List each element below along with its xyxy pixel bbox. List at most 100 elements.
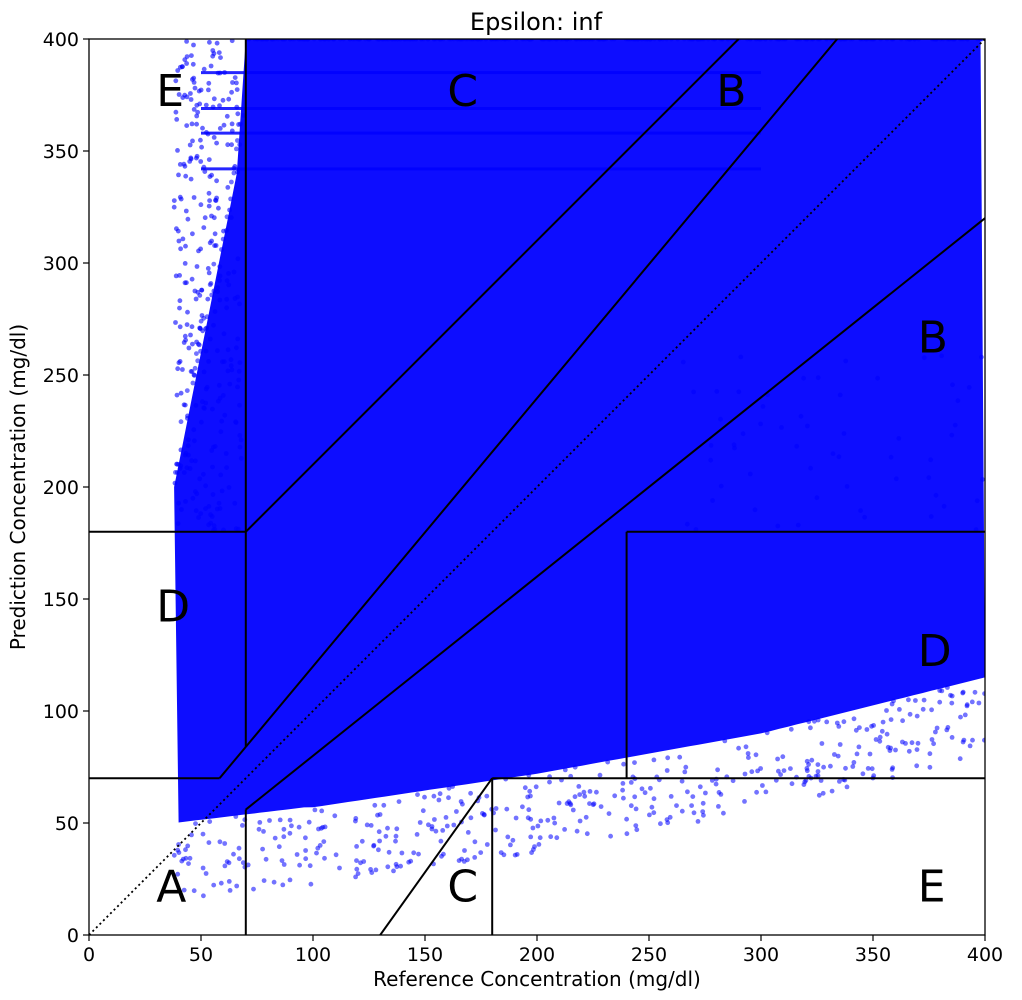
scatter-point <box>746 755 751 760</box>
scatter-point <box>818 778 824 783</box>
scatter-point <box>651 796 657 802</box>
scatter-point <box>880 719 886 725</box>
scatter-point <box>199 144 205 150</box>
scatter-point <box>512 852 518 858</box>
scatter-point <box>478 850 484 855</box>
zone-line <box>218 746 247 779</box>
scatter-point <box>224 296 230 302</box>
scatter-point <box>206 203 212 209</box>
scatter-point <box>212 309 218 314</box>
y-tick-label: 50 <box>55 813 79 835</box>
scatter-point <box>225 347 231 353</box>
scatter-point <box>184 322 190 327</box>
scatter-point <box>674 803 679 808</box>
zone-label-e: E <box>156 66 184 117</box>
scatter-point <box>194 102 200 108</box>
y-tick-label: 300 <box>43 253 79 275</box>
y-tick-label: 150 <box>43 589 79 611</box>
scatter-point <box>226 860 232 866</box>
scatter-point <box>206 87 211 93</box>
scatter-point <box>722 738 728 744</box>
scatter-point <box>183 499 188 504</box>
scatter-point <box>598 804 604 809</box>
scatter-point <box>665 755 671 761</box>
scatter-point <box>236 377 242 383</box>
scatter-point <box>914 747 920 752</box>
scatter-point <box>226 96 232 102</box>
scatter-point <box>444 823 450 829</box>
scatter-point <box>231 269 237 275</box>
scatter-point <box>217 103 222 109</box>
scatter-point <box>527 788 533 794</box>
x-axis-ticks: 0 50 100 150 200 250 300 350 400 <box>83 935 1003 966</box>
scatter-point <box>931 741 936 747</box>
scatter-point <box>648 785 653 791</box>
scatter-point <box>795 522 801 528</box>
scatter-point <box>280 882 286 888</box>
scatter-point <box>182 163 188 169</box>
scatter-point <box>815 762 821 767</box>
scatter-point <box>972 689 978 695</box>
scatter-point <box>970 737 975 743</box>
scatter-point <box>957 756 963 762</box>
scatter-point <box>194 113 200 119</box>
scatter-point <box>196 88 202 94</box>
scatter-point <box>211 51 217 56</box>
scatter-point <box>296 824 302 830</box>
scatter-point <box>628 803 634 809</box>
scatter-point <box>689 803 694 808</box>
scatter-point <box>411 850 417 856</box>
scatter-point <box>843 765 848 771</box>
scatter-point <box>218 55 223 60</box>
scatter-point <box>574 828 580 834</box>
scatter-point <box>196 341 201 347</box>
scatter-point <box>789 781 795 787</box>
scatter-point <box>181 887 187 893</box>
scatter-point <box>680 359 686 365</box>
scatter-point <box>621 795 626 801</box>
scatter-point <box>226 271 231 276</box>
scatter-point <box>745 751 751 756</box>
scatter-point <box>276 844 282 850</box>
scatter-point <box>177 298 183 304</box>
scatter-point <box>529 850 534 855</box>
scatter-point <box>858 508 863 513</box>
scatter-point <box>570 807 576 813</box>
scatter-density <box>174 39 985 823</box>
scatter-point <box>462 848 467 853</box>
scatter-point <box>217 506 223 511</box>
scatter-point <box>193 458 198 464</box>
scatter-point <box>691 810 697 816</box>
scatter-point <box>582 793 588 799</box>
scatter-point <box>172 480 178 486</box>
scatter-point <box>177 273 183 278</box>
scatter-point <box>713 781 719 787</box>
scatter-point <box>526 772 532 778</box>
scatter-point <box>843 358 849 364</box>
scatter-point <box>229 367 235 373</box>
scatter-point <box>211 215 217 221</box>
scatter-point <box>879 728 885 734</box>
scatter-point <box>184 280 189 286</box>
scatter-point <box>263 856 269 862</box>
scatter-point <box>198 348 203 354</box>
scatter-point <box>227 888 233 893</box>
scatter-point <box>236 856 242 862</box>
scatter-point <box>207 819 213 824</box>
scatter-point <box>277 817 283 823</box>
scatter-point <box>440 828 446 833</box>
zone-label-b: B <box>716 66 746 117</box>
scatter-point <box>213 197 218 203</box>
scatter-point <box>841 431 847 436</box>
scatter-point <box>190 495 196 501</box>
scatter-point <box>465 830 471 835</box>
scatter-point <box>184 388 190 393</box>
scatter-point <box>537 835 543 841</box>
scatter-point <box>884 708 889 713</box>
scatter-point <box>178 390 184 396</box>
scatter-point <box>677 754 683 760</box>
scatter-point <box>779 425 784 430</box>
scatter-point <box>211 288 217 294</box>
scatter-point <box>414 832 420 837</box>
scatter-point <box>381 802 387 808</box>
